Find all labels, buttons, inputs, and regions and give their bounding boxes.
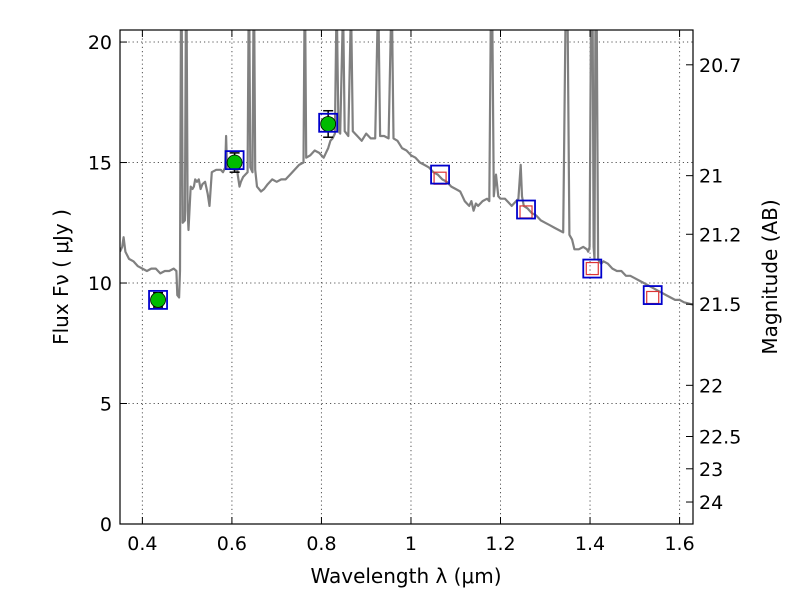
right-tick-label: 22 [699,375,723,397]
model-photometry-marker [318,112,339,133]
model-photometry-marker [430,164,450,185]
x-tick-label: 1.6 [664,533,694,555]
x-tick-label: 1 [405,533,417,555]
right-tick-label: 23 [699,459,723,481]
x-tick-label: 1.4 [575,533,605,555]
upper-limit-marker [585,261,599,276]
x-axis-title: Wavelength λ (μm) [310,564,501,588]
x-tick-label: 1.2 [485,533,515,555]
y-tick-label: 10 [88,273,112,295]
model-photometry-marker [224,150,245,171]
x-tick-label: 0.4 [127,533,157,555]
axis-ticks: 0.4 0.6 0.8 1 1.2 1.4 1.6 0 5 10 15 20 20.7 21 21.2 21.… [88,30,741,555]
plot-area [120,30,693,524]
right-tick-label: 22.5 [699,427,741,449]
observed-point [320,116,337,132]
observed-point [226,154,243,171]
model-photometry-marker [642,285,663,305]
model-photometry-marker [516,199,536,220]
y-tick-label: 5 [100,394,112,416]
observed-point [150,291,166,308]
y-axis-title: Flux Fν ( μJy ) [49,209,73,345]
right-tick-label: 24 [699,492,723,514]
y-tick-label: 15 [88,153,112,175]
y-tick-label: 0 [100,514,112,536]
plot-content [120,30,693,310]
x-tick-label: 0.8 [306,533,336,555]
y-tick-label: 20 [88,32,112,54]
x-tick-label: 0.6 [217,533,247,555]
right-tick-label: 20.7 [699,55,741,77]
right-tick-label: 21.5 [699,294,741,316]
plot-frame [119,29,694,525]
photometry-markers [148,109,663,310]
model-sed-line [120,30,693,306]
model-photometry-marker [582,258,603,279]
right-tick-label: 21 [699,166,723,188]
right-axis-title: Magnitude (AB) [758,199,782,354]
model-photometry-marker [148,289,168,310]
right-tick-label: 21.2 [699,224,741,246]
